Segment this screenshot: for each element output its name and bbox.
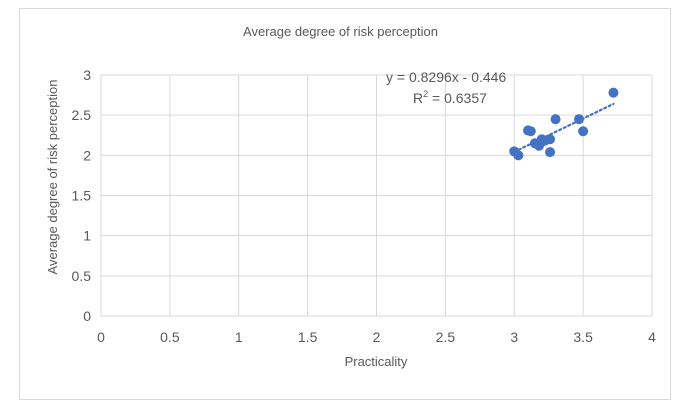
data-point (545, 134, 556, 145)
y-tick-label: 1 (83, 228, 91, 244)
x-axis-label: Practicality (345, 354, 408, 369)
y-tick-label: 0.5 (72, 268, 92, 284)
x-tick-label: 4 (648, 329, 656, 345)
x-tick-label: 3.5 (573, 329, 593, 345)
y-tick-label: 0 (83, 308, 91, 324)
x-tick-label: 1 (235, 329, 243, 345)
x-tick-label: 0.5 (160, 329, 180, 345)
gridlines (100, 74, 653, 317)
data-point (550, 114, 561, 125)
data-point (525, 126, 536, 137)
data-point (578, 126, 589, 137)
trendline-r-squared: R2 = 0.6357 (413, 89, 487, 106)
x-tick-label: 2 (373, 329, 381, 345)
data-point (573, 114, 584, 125)
data-points (509, 87, 619, 161)
y-tick-label: 1.5 (72, 188, 92, 204)
y-tick-label: 2.5 (72, 107, 92, 123)
x-tick-label: 2.5 (436, 329, 456, 345)
chart-title: Average degree of risk perception (243, 24, 438, 39)
chart-frame (19, 8, 671, 400)
x-tick-label: 1.5 (298, 329, 318, 345)
trendline (513, 102, 615, 153)
y-axis-label: Average degree of risk perception (45, 80, 60, 275)
y-tick-labels: 0 0.5 1 1.5 2 2.5 3 (72, 67, 92, 324)
x-tick-labels: 0 0.5 1 1.5 2 2.5 3 3.5 4 (97, 329, 656, 345)
data-point (545, 147, 556, 158)
y-tick-label: 2 (83, 147, 91, 163)
trendline-equation: y = 0.8296x - 0.446 (386, 69, 506, 85)
x-tick-label: 0 (97, 329, 105, 345)
data-point (608, 87, 619, 98)
data-point (513, 150, 524, 161)
x-tick-label: 3 (510, 329, 518, 345)
y-tick-label: 3 (83, 67, 91, 83)
